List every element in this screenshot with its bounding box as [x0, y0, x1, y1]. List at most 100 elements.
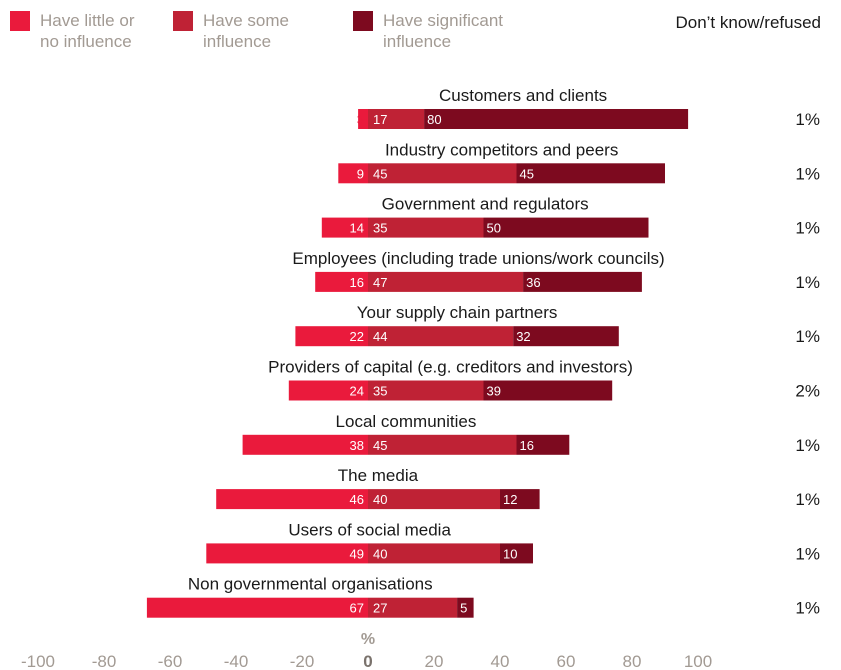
x-tick-label-6: 20	[425, 652, 444, 670]
category-label-4: Your supply chain partners	[357, 303, 558, 322]
x-tick-label-2: -60	[158, 652, 183, 670]
x-tick-label-3: -40	[224, 652, 249, 670]
bar-some-8	[368, 543, 500, 564]
value-label-some-6: 45	[373, 438, 387, 453]
legend-swatch-little-influence	[10, 11, 30, 31]
bar-significant-1	[516, 163, 665, 184]
value-label-little-3: 16	[350, 275, 364, 290]
dont-know-value-8: 1%	[795, 544, 820, 563]
bar-little-2	[321, 217, 368, 238]
value-label-little-5: 24	[350, 384, 364, 399]
bar-little-9	[146, 597, 368, 618]
value-label-significant-4: 32	[516, 329, 530, 344]
legend: Have little or no influence Have some in…	[10, 10, 841, 60]
dont-know-header: Don’t know/refused	[675, 13, 821, 32]
dont-know-value-6: 1%	[795, 436, 820, 455]
bar-little-1	[338, 163, 368, 184]
category-label-5: Providers of capital (e.g. creditors and…	[268, 358, 633, 377]
dont-know-value-9: 1%	[795, 599, 820, 618]
x-tick-label-9: 80	[623, 652, 642, 670]
bar-some-1	[368, 163, 517, 184]
category-label-1: Industry competitors and peers	[385, 140, 618, 159]
dont-know-value-7: 1%	[795, 490, 820, 509]
value-label-little-8: 49	[350, 546, 364, 561]
legend-swatch-significant-influence	[353, 11, 373, 31]
dont-know-value-3: 1%	[795, 273, 820, 292]
value-label-some-2: 35	[373, 221, 387, 236]
category-label-7: The media	[338, 466, 419, 485]
bar-some-2	[368, 217, 484, 238]
value-label-significant-2: 50	[487, 221, 501, 236]
bar-significant-2	[483, 217, 649, 238]
bar-little-7	[216, 489, 368, 510]
bar-significant-0	[424, 109, 689, 129]
bar-some-9	[368, 597, 458, 618]
bar-little-5	[288, 380, 368, 401]
value-label-significant-8: 10	[503, 546, 517, 561]
legend-swatch-some-influence	[173, 11, 193, 31]
bar-some-6	[368, 434, 517, 455]
category-label-0: Customers and clients	[439, 86, 607, 105]
x-tick-label-8: 60	[557, 652, 576, 670]
category-label-3: Employees (including trade unions/work c…	[292, 249, 664, 268]
category-label-6: Local communities	[336, 412, 477, 431]
value-label-little-6: 38	[350, 438, 364, 453]
value-label-some-5: 35	[373, 384, 387, 399]
bar-little-6	[242, 434, 368, 455]
bar-little-3	[315, 271, 368, 292]
value-label-little-4: 22	[350, 329, 364, 344]
value-label-some-0: 17	[373, 112, 387, 127]
legend-item-some-influence: Have some influence	[173, 10, 289, 52]
legend-label-some-influence: Have some influence	[203, 11, 289, 51]
value-label-some-3: 47	[373, 275, 387, 290]
value-label-some-9: 27	[373, 601, 387, 616]
bar-significant-3	[523, 271, 642, 292]
legend-label-significant-influence: Have significant influence	[383, 11, 504, 51]
bar-little-0	[358, 109, 368, 129]
value-label-significant-6: 16	[520, 438, 534, 453]
value-label-little-7: 46	[350, 492, 364, 507]
bar-significant-6	[516, 434, 570, 455]
bar-some-5	[368, 380, 484, 401]
bar-significant-8	[500, 543, 533, 564]
dont-know-value-5: 2%	[795, 382, 820, 401]
value-label-some-1: 45	[373, 166, 387, 181]
x-tick-label-0: -100	[21, 652, 55, 670]
legend-item-significant-influence: Have significant influence	[353, 10, 503, 52]
value-label-some-4: 44	[373, 329, 387, 344]
category-label-8: Users of social media	[288, 520, 451, 539]
legend-label-little-influence: Have little or no influence	[40, 11, 135, 51]
bar-significant-4	[513, 326, 619, 347]
value-label-some-8: 40	[373, 546, 387, 561]
dont-know-value-1: 1%	[795, 164, 820, 183]
bar-some-7	[368, 489, 500, 510]
x-tick-label-10: 100	[684, 652, 712, 670]
x-tick-label-1: -80	[92, 652, 117, 670]
bar-some-4	[368, 326, 514, 347]
dont-know-value-4: 1%	[795, 327, 820, 346]
value-label-significant-3: 36	[526, 275, 540, 290]
category-label-9: Non governmental organisations	[188, 575, 433, 594]
value-label-little-0: 3	[357, 112, 364, 127]
value-label-little-2: 14	[350, 221, 364, 236]
bar-significant-5	[483, 380, 613, 401]
x-tick-label-7: 40	[491, 652, 510, 670]
dont-know-value-0: 1%	[795, 110, 820, 129]
legend-item-little-influence: Have little or no influence	[10, 10, 134, 52]
bar-little-4	[295, 326, 368, 347]
bar-significant-9	[457, 597, 474, 618]
value-label-little-9: 67	[350, 601, 364, 616]
category-label-2: Government and regulators	[382, 195, 589, 214]
dont-know-value-2: 1%	[795, 219, 820, 238]
bar-little-8	[206, 543, 368, 564]
bar-some-0	[368, 109, 425, 129]
value-label-significant-7: 12	[503, 492, 517, 507]
value-label-significant-1: 45	[520, 166, 534, 181]
x-tick-label-5: 0	[363, 652, 372, 670]
value-label-significant-0: 80	[427, 112, 441, 127]
bar-some-3	[368, 271, 524, 292]
value-label-little-1: 9	[357, 166, 364, 181]
x-axis-unit-label: %	[361, 631, 375, 648]
value-label-some-7: 40	[373, 492, 387, 507]
